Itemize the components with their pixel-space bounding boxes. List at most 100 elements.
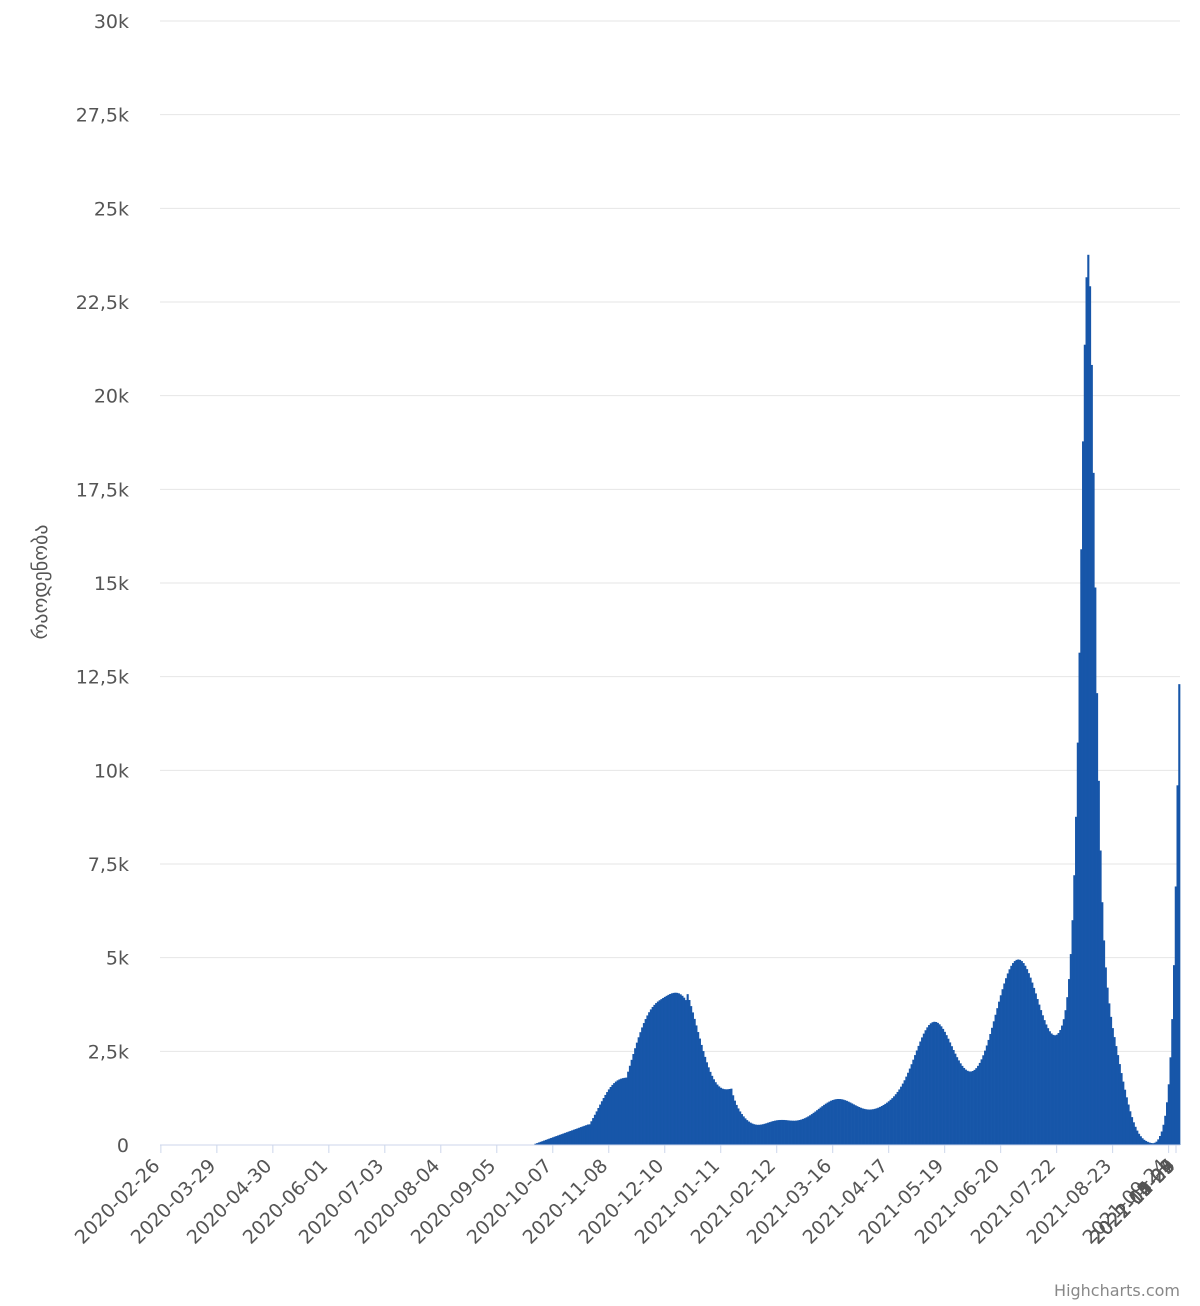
bar[interactable] bbox=[823, 1104, 826, 1145]
bar[interactable] bbox=[921, 1037, 924, 1145]
bar[interactable] bbox=[884, 1103, 887, 1145]
bar[interactable] bbox=[683, 997, 686, 1145]
bar[interactable] bbox=[1174, 886, 1177, 1145]
bar[interactable] bbox=[803, 1118, 806, 1145]
bar[interactable] bbox=[952, 1049, 955, 1145]
bar[interactable] bbox=[758, 1124, 761, 1145]
bar[interactable] bbox=[1020, 961, 1023, 1145]
bar[interactable] bbox=[1118, 1064, 1121, 1145]
bar[interactable] bbox=[632, 1053, 635, 1145]
bar[interactable] bbox=[933, 1021, 936, 1145]
bar[interactable] bbox=[1153, 1142, 1156, 1145]
bar[interactable] bbox=[1124, 1089, 1127, 1145]
bar[interactable] bbox=[604, 1094, 607, 1145]
bar[interactable] bbox=[1139, 1136, 1142, 1145]
bar[interactable] bbox=[1143, 1139, 1146, 1145]
bar[interactable] bbox=[887, 1101, 890, 1145]
bar[interactable] bbox=[613, 1083, 616, 1145]
bar[interactable] bbox=[863, 1108, 866, 1145]
bar[interactable] bbox=[772, 1121, 775, 1145]
bar[interactable] bbox=[866, 1109, 869, 1145]
bar[interactable] bbox=[977, 1065, 980, 1145]
bar[interactable] bbox=[996, 1008, 999, 1145]
bar[interactable] bbox=[737, 1108, 740, 1145]
bar[interactable] bbox=[910, 1064, 913, 1145]
bar[interactable] bbox=[714, 1082, 717, 1145]
bar[interactable] bbox=[602, 1098, 605, 1145]
bar[interactable] bbox=[1055, 1034, 1058, 1145]
bar[interactable] bbox=[1125, 1097, 1128, 1145]
bar[interactable] bbox=[581, 1126, 584, 1145]
bar[interactable] bbox=[1017, 959, 1020, 1145]
bar[interactable] bbox=[985, 1045, 988, 1145]
bar[interactable] bbox=[819, 1107, 822, 1146]
bar[interactable] bbox=[616, 1080, 619, 1145]
bar[interactable] bbox=[639, 1032, 642, 1145]
bar[interactable] bbox=[817, 1108, 820, 1145]
bar[interactable] bbox=[1033, 987, 1036, 1145]
bar[interactable] bbox=[821, 1106, 824, 1145]
bar[interactable] bbox=[802, 1118, 805, 1145]
bar[interactable] bbox=[1096, 693, 1099, 1145]
bar[interactable] bbox=[670, 993, 673, 1145]
bar[interactable] bbox=[982, 1055, 985, 1145]
bar[interactable] bbox=[726, 1089, 729, 1145]
bar[interactable] bbox=[1034, 993, 1037, 1145]
bar[interactable] bbox=[931, 1022, 934, 1145]
bar[interactable] bbox=[644, 1019, 647, 1145]
bar[interactable] bbox=[688, 1000, 691, 1145]
bar[interactable] bbox=[627, 1071, 630, 1145]
bar[interactable] bbox=[765, 1123, 768, 1145]
bar[interactable] bbox=[872, 1109, 875, 1145]
bar[interactable] bbox=[1108, 1003, 1111, 1145]
bar[interactable] bbox=[882, 1104, 885, 1145]
bar[interactable] bbox=[641, 1027, 644, 1145]
bar[interactable] bbox=[924, 1030, 927, 1145]
bar[interactable] bbox=[747, 1121, 750, 1145]
bar[interactable] bbox=[919, 1041, 922, 1145]
bar[interactable] bbox=[868, 1109, 871, 1145]
bar[interactable] bbox=[651, 1006, 654, 1145]
bar[interactable] bbox=[625, 1077, 628, 1145]
bar[interactable] bbox=[861, 1108, 864, 1145]
bar[interactable] bbox=[774, 1120, 777, 1145]
bar[interactable] bbox=[814, 1111, 817, 1145]
bar[interactable] bbox=[744, 1118, 747, 1145]
bar[interactable] bbox=[1164, 1115, 1167, 1145]
bar[interactable] bbox=[928, 1025, 931, 1145]
bar[interactable] bbox=[837, 1098, 840, 1145]
bar[interactable] bbox=[742, 1116, 745, 1145]
bar[interactable] bbox=[1040, 1010, 1043, 1145]
bar[interactable] bbox=[1015, 959, 1018, 1145]
bar[interactable] bbox=[915, 1050, 918, 1145]
bar[interactable] bbox=[828, 1101, 831, 1145]
bar[interactable] bbox=[908, 1068, 911, 1145]
bar[interactable] bbox=[609, 1087, 612, 1145]
bar[interactable] bbox=[978, 1062, 981, 1145]
bar[interactable] bbox=[964, 1069, 967, 1145]
bar[interactable] bbox=[600, 1101, 603, 1145]
bar[interactable] bbox=[704, 1056, 707, 1145]
bar[interactable] bbox=[567, 1131, 570, 1145]
bar[interactable] bbox=[763, 1123, 766, 1145]
bar[interactable] bbox=[879, 1106, 882, 1145]
bar[interactable] bbox=[865, 1109, 868, 1145]
bar[interactable] bbox=[779, 1119, 782, 1145]
bar[interactable] bbox=[550, 1137, 553, 1145]
bar[interactable] bbox=[705, 1062, 708, 1145]
bar[interactable] bbox=[551, 1137, 554, 1145]
bar[interactable] bbox=[1036, 999, 1039, 1145]
bar[interactable] bbox=[858, 1107, 861, 1145]
bar[interactable] bbox=[1069, 954, 1072, 1145]
bar[interactable] bbox=[847, 1101, 850, 1145]
bar[interactable] bbox=[1110, 1016, 1113, 1145]
bar[interactable] bbox=[1171, 1019, 1174, 1145]
bar[interactable] bbox=[558, 1134, 561, 1145]
bar[interactable] bbox=[1024, 965, 1027, 1145]
bar[interactable] bbox=[991, 1027, 994, 1145]
bar[interactable] bbox=[684, 1000, 687, 1145]
bar[interactable] bbox=[630, 1059, 633, 1145]
bar[interactable] bbox=[917, 1045, 920, 1145]
bar[interactable] bbox=[784, 1120, 787, 1145]
bar[interactable] bbox=[943, 1031, 946, 1145]
